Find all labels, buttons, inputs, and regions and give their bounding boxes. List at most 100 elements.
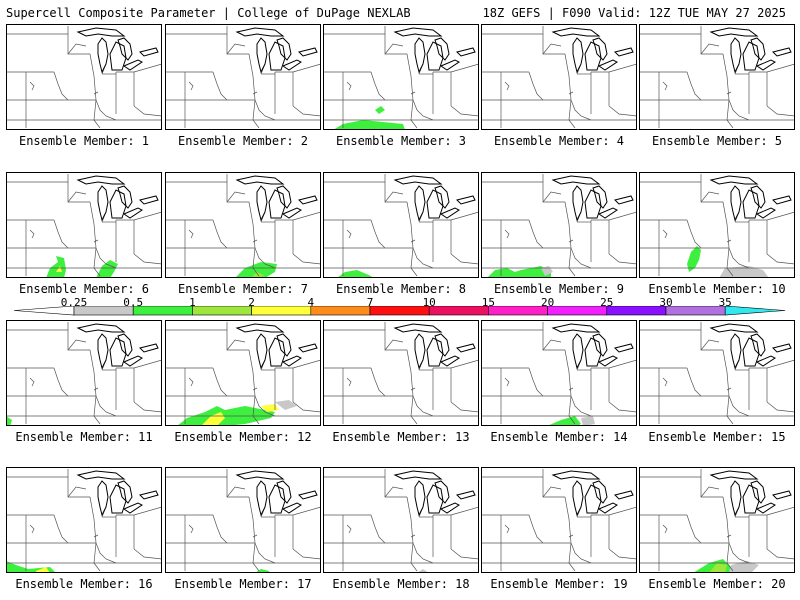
member-label: Ensemble Member: 13 [332, 430, 470, 444]
great-lakes-shoreline [268, 484, 286, 514]
great-lakes-shoreline [572, 333, 584, 370]
great-lakes-shoreline [268, 41, 286, 71]
state-border [95, 247, 117, 269]
colorbar: 0.25 0.5 1 2 4 7 10 15 20 25 30 35 [0, 296, 800, 318]
state-border [410, 387, 416, 391]
colorbar-swatch [73, 306, 134, 316]
state-border [568, 534, 574, 538]
great-lakes-shoreline [393, 323, 443, 333]
state-border [450, 105, 479, 117]
state-border [252, 99, 260, 129]
great-lakes-shoreline [281, 502, 302, 514]
state-border [410, 542, 418, 572]
state-border [450, 359, 479, 369]
state-border [700, 182, 723, 203]
state-border [226, 339, 246, 351]
great-lakes-shoreline [742, 41, 760, 71]
great-lakes-shoreline [614, 490, 634, 500]
state-border [450, 211, 479, 221]
state-border [450, 401, 479, 413]
member-map [165, 467, 321, 573]
great-lakes-shoreline [139, 490, 159, 500]
great-lakes-shoreline [414, 333, 426, 370]
state-border [726, 239, 732, 243]
map-frame [481, 172, 637, 278]
great-lakes-shoreline [109, 337, 127, 367]
state-border [504, 524, 510, 534]
map-frame [639, 172, 795, 278]
state-border [346, 377, 352, 387]
state-border [93, 91, 99, 95]
state-border [346, 81, 352, 91]
state-border [67, 486, 87, 498]
state-border [67, 182, 90, 203]
state-border [410, 247, 418, 277]
state-border [53, 219, 69, 249]
member-label: Ensemble Member: 20 [648, 577, 786, 591]
great-lakes-shoreline [235, 27, 285, 37]
state-border [116, 514, 135, 549]
member-map-panel [323, 467, 479, 573]
great-lakes-shoreline [755, 59, 776, 71]
great-lakes-shoreline [97, 37, 109, 74]
state-border [254, 395, 276, 417]
state-border [292, 253, 321, 265]
state-border [89, 349, 97, 397]
state-border [591, 367, 610, 402]
great-lakes-shoreline [268, 189, 286, 219]
state-border [564, 349, 572, 397]
state-border [254, 542, 276, 564]
great-lakes-shoreline [572, 185, 584, 222]
state-border [53, 367, 69, 397]
state-border [323, 174, 386, 183]
state-border [700, 477, 723, 498]
state-border [254, 99, 276, 121]
map-frame [165, 320, 321, 426]
state-border [433, 367, 452, 402]
great-lakes-shoreline [456, 490, 476, 500]
state-border [568, 542, 576, 572]
state-border [248, 349, 256, 397]
state-border [726, 99, 734, 129]
state-border [93, 534, 99, 538]
member-label: Ensemble Member: 16 [15, 577, 153, 591]
great-lakes-shoreline [122, 355, 143, 367]
state-border [700, 43, 720, 55]
state-border [67, 339, 87, 351]
great-lakes-shoreline [439, 355, 460, 367]
state-border [226, 486, 246, 498]
map-frame [6, 467, 162, 573]
map-title: Supercell Composite Parameter | College … [6, 6, 411, 20]
member-map [481, 320, 637, 426]
state-border [406, 496, 414, 544]
state-border [700, 34, 723, 55]
state-border [212, 367, 228, 397]
state-border [766, 359, 795, 369]
map-frame [639, 24, 795, 130]
scp-shading [56, 266, 62, 272]
map-frame [6, 320, 162, 426]
great-lakes-shoreline [551, 323, 601, 333]
state-border [412, 542, 434, 564]
state-border [6, 26, 69, 35]
member-map [165, 24, 321, 130]
great-lakes-shoreline [730, 185, 742, 222]
scp-shading [6, 416, 12, 426]
member-map-panel [323, 24, 479, 130]
state-border [248, 496, 256, 544]
scp-shading [541, 266, 553, 276]
state-border [6, 322, 69, 331]
state-border [133, 105, 162, 117]
member-label: Ensemble Member: 9 [493, 282, 625, 296]
state-border [323, 322, 386, 331]
great-lakes-shoreline [551, 27, 601, 37]
great-lakes-shoreline [439, 502, 460, 514]
member-map [323, 320, 479, 426]
scp-shading [547, 416, 581, 426]
state-border [528, 71, 544, 101]
state-border [406, 53, 414, 101]
state-border [292, 211, 321, 221]
state-border [67, 43, 87, 55]
state-border [700, 339, 720, 351]
colorbar-swatch [369, 306, 430, 316]
